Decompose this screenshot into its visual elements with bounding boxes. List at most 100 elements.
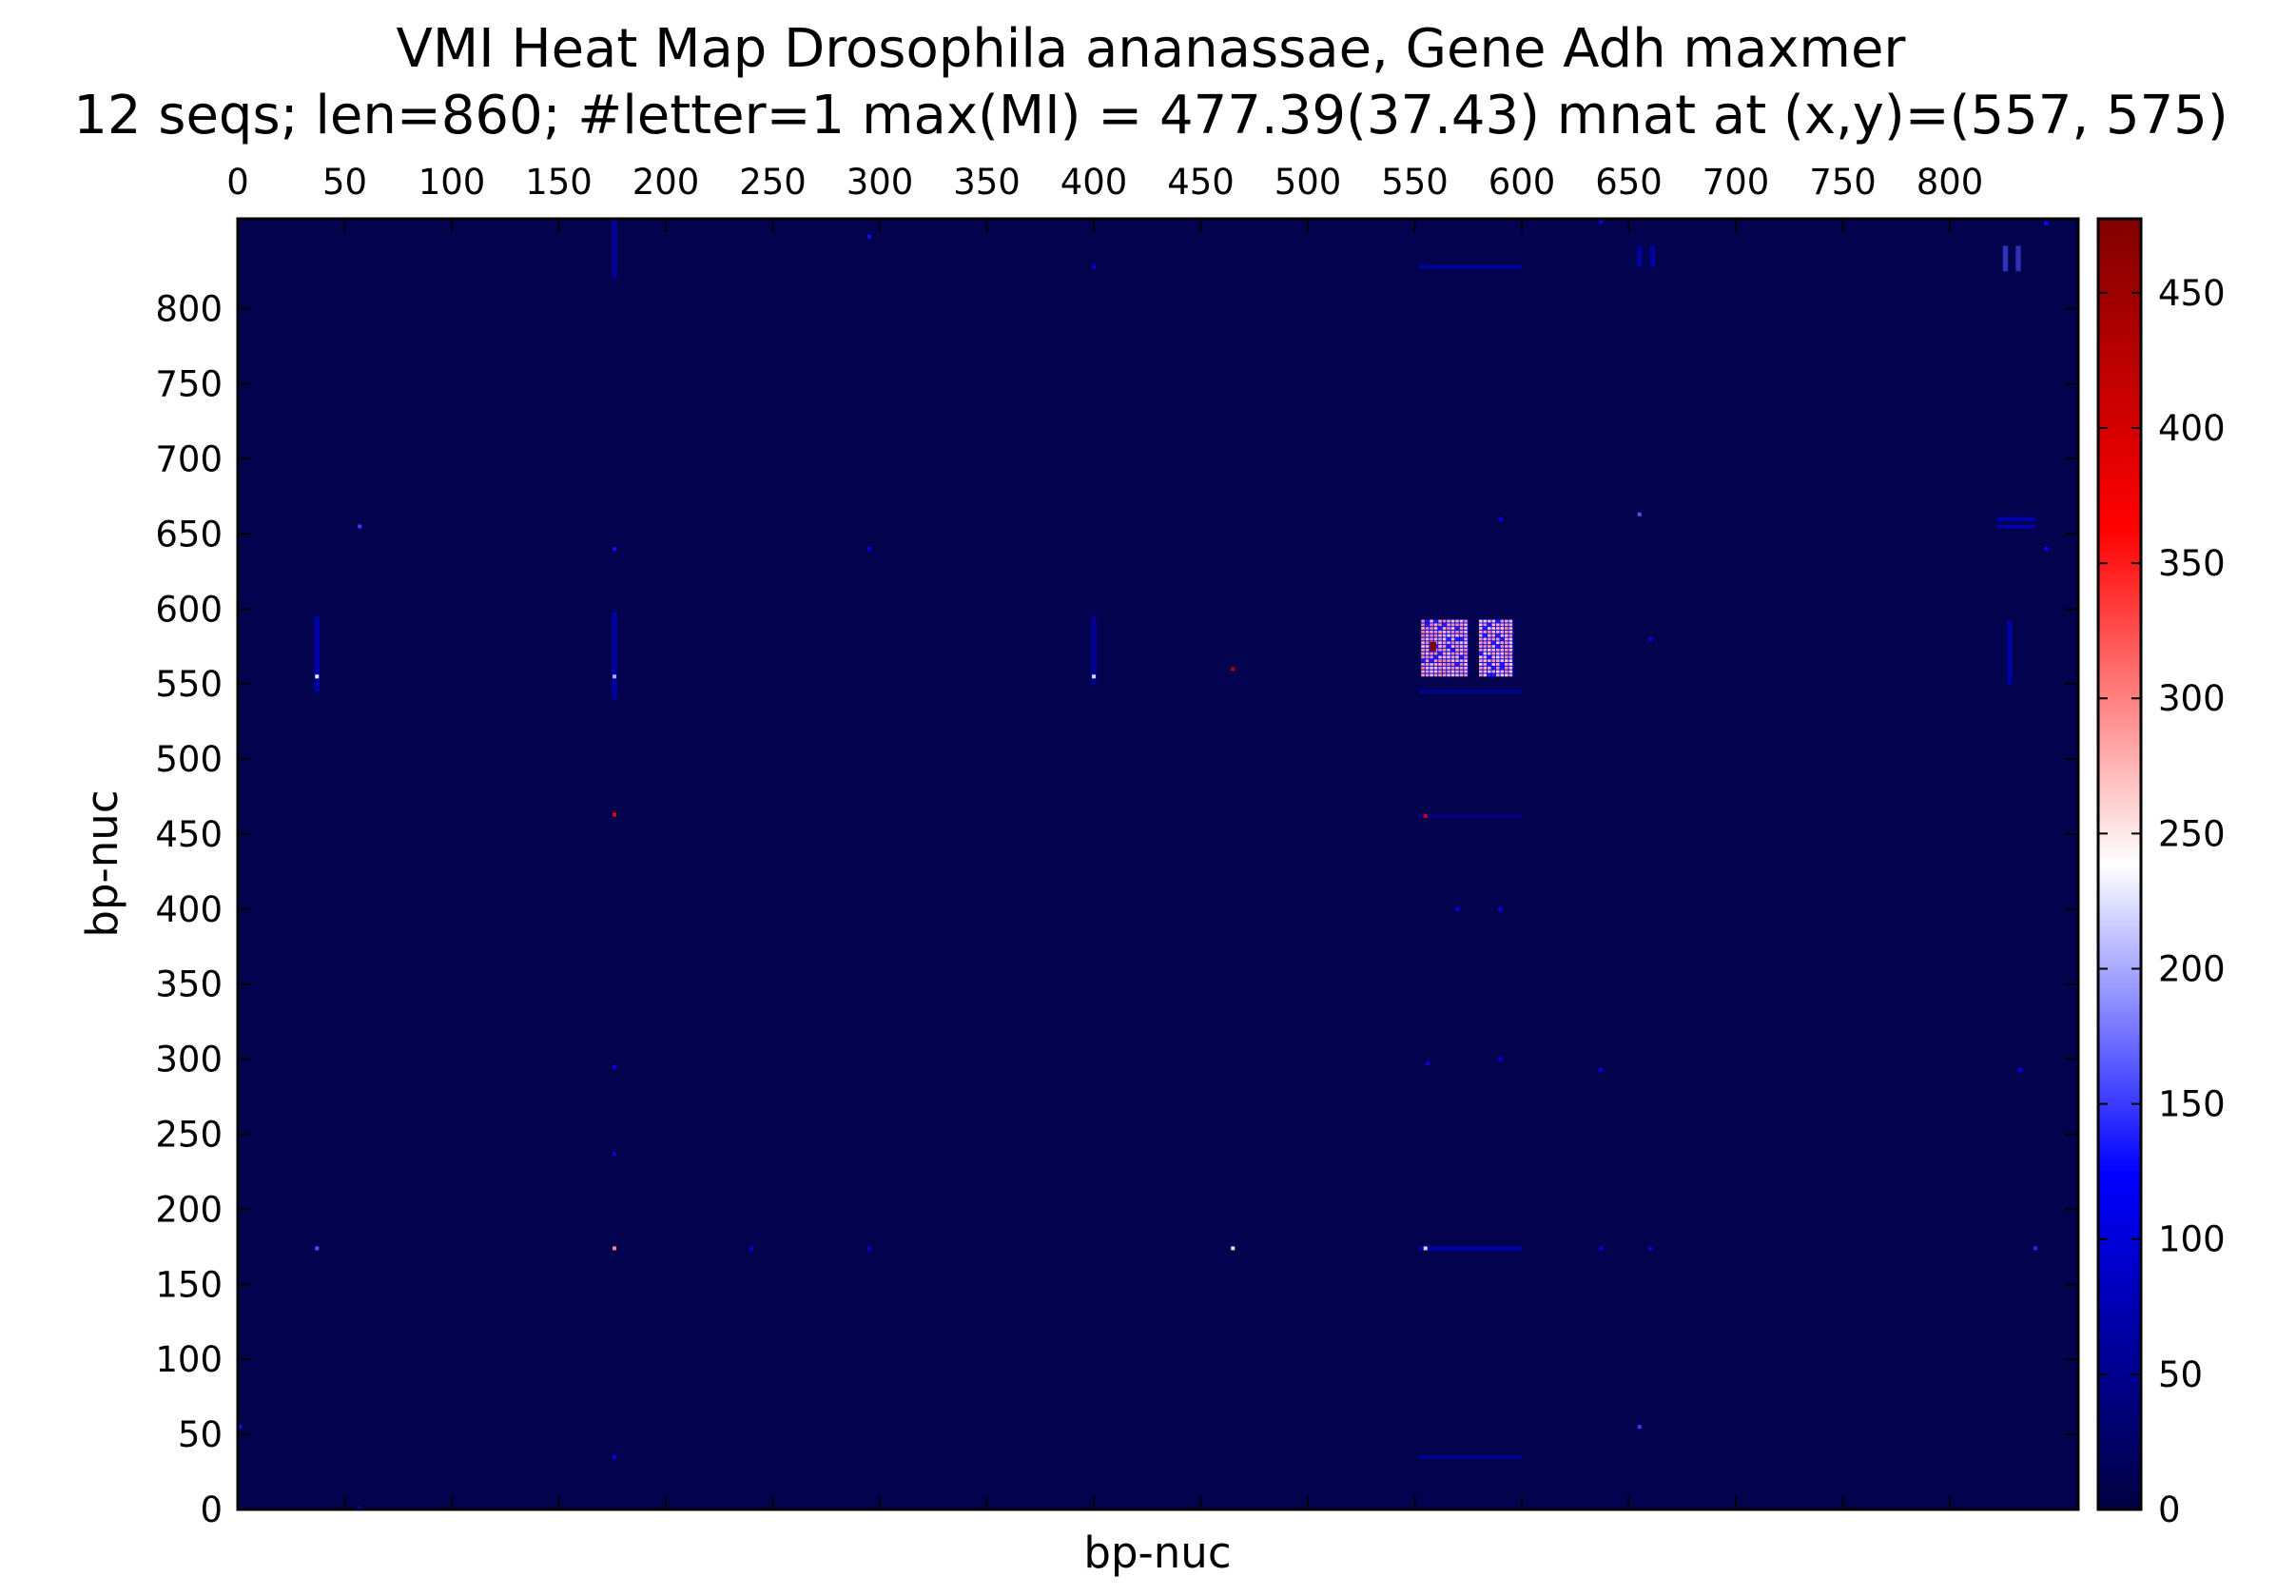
colorbar-tick-label: 200	[2158, 948, 2226, 989]
x-tick-label: 150	[525, 162, 593, 203]
heatmap-cell	[1464, 623, 1468, 627]
x-tick-label: 600	[1489, 162, 1556, 203]
heatmap-cell	[1496, 648, 1500, 652]
heatmap-cell	[1464, 648, 1468, 652]
heatmap-cell	[1450, 637, 1455, 641]
heatmap-cell	[1433, 670, 1438, 673]
heatmap-point	[2044, 221, 2049, 225]
heatmap-cell	[1425, 652, 1430, 655]
heatmap-cell	[1500, 627, 1505, 631]
heatmap-band	[1419, 1454, 1522, 1459]
heatmap-cell	[1425, 623, 1430, 627]
heatmap-cell	[1430, 633, 1433, 637]
heatmap-cell	[1505, 670, 1508, 673]
heatmap-cell	[1500, 655, 1505, 659]
y-axis-ticks: 0 50 100 150 200 250 300 350 400 450 500 550 600 650 7…	[155, 289, 2078, 1530]
heatmap-band	[314, 616, 320, 692]
heatmap-cell	[1430, 670, 1433, 673]
heatmap-cell	[1425, 655, 1430, 659]
heatmap-cell	[1433, 652, 1438, 655]
heatmap-cell	[1464, 663, 1468, 666]
heatmap-point	[613, 1454, 616, 1459]
heatmap-cell	[1442, 673, 1447, 677]
heatmap-cell	[1455, 637, 1459, 641]
heatmap-cell	[1491, 645, 1496, 648]
heatmap-cell	[1450, 645, 1455, 648]
heatmap-cell	[1447, 655, 1450, 659]
heatmap-cell	[1430, 655, 1433, 659]
heatmap-cell	[1438, 627, 1442, 631]
heatmap-band	[1419, 690, 1522, 693]
heatmap-cell	[1496, 663, 1500, 666]
y-tick-label: 500	[155, 739, 223, 780]
heatmap-point	[358, 1506, 362, 1510]
heatmap-cell	[1433, 619, 1438, 623]
heatmap-point	[1637, 1425, 1642, 1430]
heatmap-cell	[1450, 630, 1455, 633]
heatmap-cell	[1491, 633, 1496, 637]
colorbar-tick-label: 50	[2158, 1354, 2203, 1395]
heatmap-cell	[1438, 670, 1442, 673]
heatmap-point	[2044, 547, 2049, 552]
heatmap-cell	[1505, 641, 1508, 645]
heatmap-cell	[1479, 673, 1483, 677]
heatmap-cell	[1496, 666, 1500, 670]
heatmap-cell	[1433, 633, 1438, 637]
heatmap-cell	[1464, 641, 1468, 645]
heatmap-cell	[1438, 633, 1442, 637]
heatmap-cell	[1491, 652, 1496, 655]
heatmap-point	[1231, 1246, 1236, 1251]
heatmap-cell	[1447, 641, 1450, 645]
heatmap-cell	[1442, 655, 1447, 659]
heatmap-cell	[1488, 637, 1491, 641]
heatmap-cell	[1430, 623, 1433, 627]
heatmap-cell	[1459, 663, 1464, 666]
heatmap-cell	[1438, 648, 1442, 652]
heatmap-cell	[1479, 630, 1483, 633]
heatmap-cell	[1508, 623, 1513, 627]
heatmap-point	[613, 1246, 616, 1251]
heatmap-point	[2018, 1067, 2023, 1072]
heatmap-cell	[1455, 670, 1459, 673]
heatmap-cell	[1491, 637, 1496, 641]
colorbar-gradient	[2096, 217, 2143, 1511]
heatmap-cell	[1455, 648, 1459, 652]
heatmap-point	[866, 234, 871, 239]
heatmap-cell	[1455, 633, 1459, 637]
heatmap-cell	[1421, 666, 1425, 670]
heatmap-cell	[1430, 652, 1433, 655]
heatmap-band	[2007, 620, 2013, 685]
heatmap-cell	[1505, 652, 1508, 655]
heatmap-cell	[1447, 663, 1450, 666]
x-axis-label: bp-nuc	[1083, 1528, 1231, 1578]
heatmap-cell	[1483, 666, 1488, 670]
heatmap-cell	[1425, 627, 1430, 631]
heatmap-cell	[1464, 659, 1468, 663]
heatmap-cell	[1500, 641, 1505, 645]
colorbar-tick-label: 0	[2158, 1489, 2181, 1530]
heatmap-cell	[1479, 655, 1483, 659]
heatmap-cell	[1442, 659, 1447, 663]
heatmap-cell	[1442, 670, 1447, 673]
colorbar-tick-label: 100	[2158, 1219, 2226, 1260]
heatmap-cell	[1459, 648, 1464, 652]
heatmap-cell	[1500, 630, 1505, 633]
colorbar-tick-label: 450	[2158, 273, 2226, 314]
heatmap-cell	[1438, 652, 1442, 655]
heatmap-cell	[1483, 633, 1488, 637]
colorbar-tick-label: 400	[2158, 408, 2226, 449]
heatmap-cell	[1483, 670, 1488, 673]
heatmap-cell	[1505, 663, 1508, 666]
heatmap-cell	[1433, 655, 1438, 659]
heatmap-cell	[1488, 652, 1491, 655]
heatmap-cell	[1438, 655, 1442, 659]
heatmap-cell	[1442, 633, 1447, 637]
heatmap-cell	[1496, 619, 1500, 623]
heatmap-cell	[1464, 655, 1468, 659]
heatmap-cell	[1496, 655, 1500, 659]
heatmap-cell	[1508, 641, 1513, 645]
heatmap-cell	[1438, 630, 1442, 633]
x-tick-label: 650	[1595, 162, 1663, 203]
heatmap-cell	[1483, 619, 1488, 623]
x-tick-label: 750	[1809, 162, 1877, 203]
